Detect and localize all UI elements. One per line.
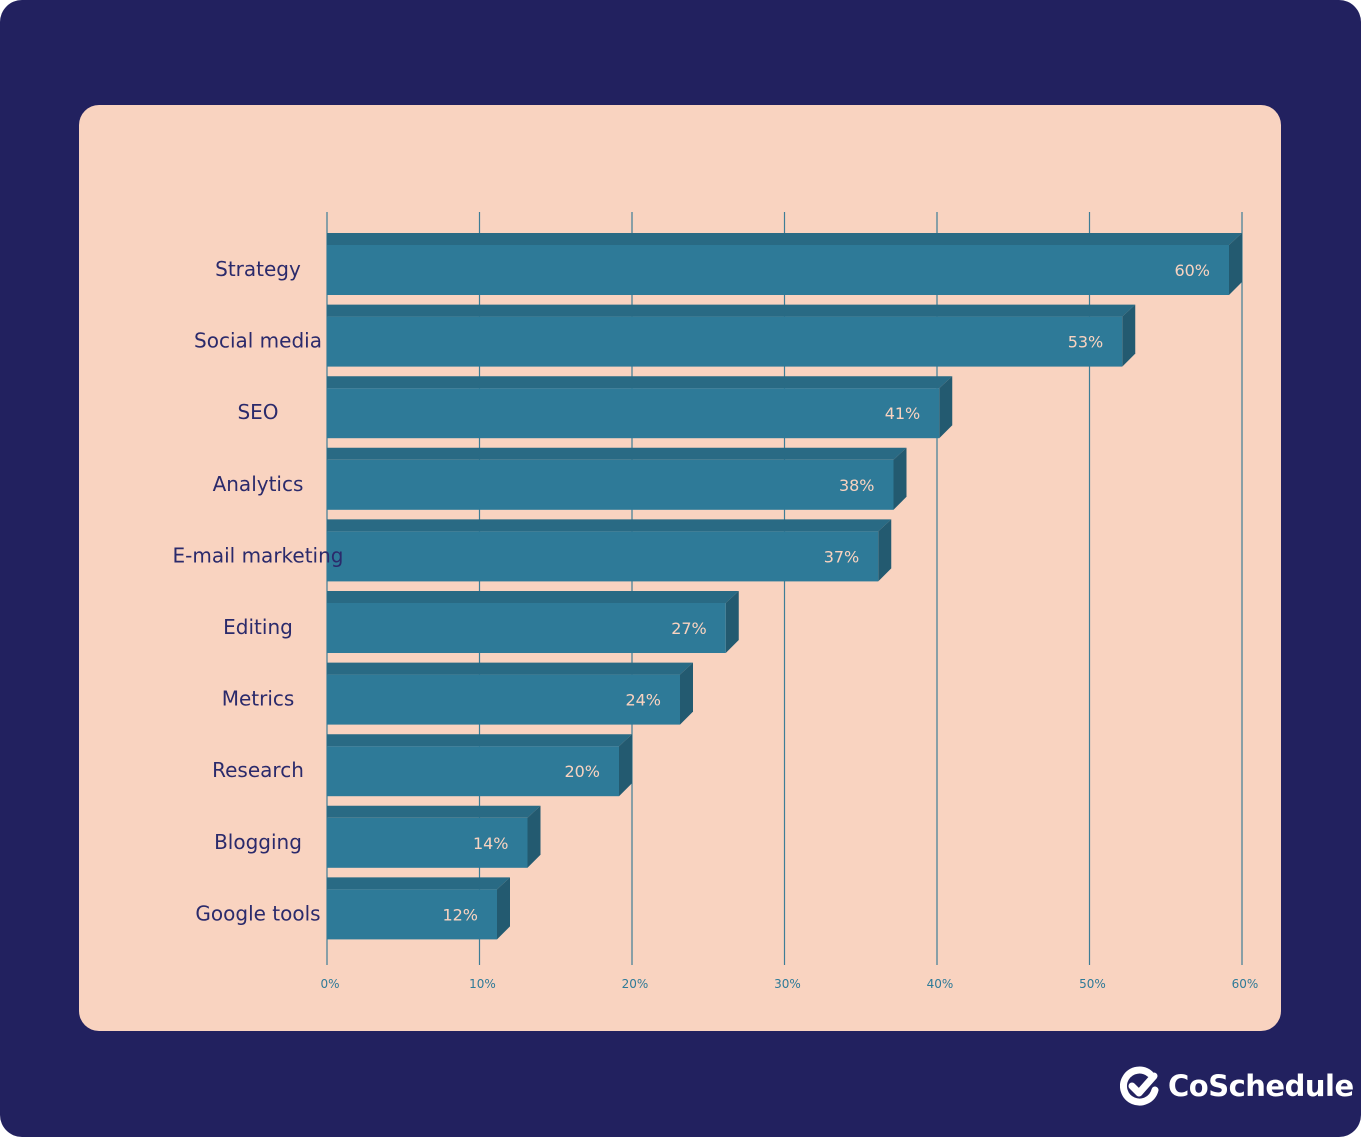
data-label: 41% [885,404,921,423]
bar-top [327,877,510,890]
bar-side [619,734,632,797]
bar [327,817,528,868]
category-label: Metrics [222,687,295,711]
x-tick-label: 50% [1079,977,1106,991]
data-label: 20% [564,762,600,781]
data-label: 12% [442,905,478,924]
bar-top [327,662,693,675]
bar-top [327,591,739,603]
bar-side [1122,304,1136,367]
bar-side [497,877,510,940]
bar [327,746,619,797]
bar-top [327,304,1136,317]
brand-name: CoSchedule [1168,1069,1354,1103]
x-tick-label: 60% [1232,977,1259,991]
bar-side [680,662,693,725]
check-circle-logo-icon [1120,1066,1159,1106]
bar-side [1229,233,1242,295]
category-label: Research [212,758,304,782]
data-label: 53% [1068,333,1104,352]
data-label: 60% [1174,261,1210,280]
category-label: Google tools [195,901,320,925]
bar-side [725,591,739,653]
data-label: 27% [671,619,707,638]
data-label: 14% [473,834,509,853]
bar [327,889,497,940]
x-tick-label: 40% [927,977,954,991]
bar [327,388,940,439]
bar-side [939,376,953,439]
x-tick-label: 0% [320,977,339,991]
category-label: E-mail marketing [173,543,344,567]
bar [327,603,726,653]
data-label: 37% [824,547,860,566]
category-label: SEO [237,400,278,424]
category-label: Strategy [215,257,301,281]
data-label: 24% [625,691,661,710]
x-tick-label: 20% [622,977,649,991]
data-label: 38% [839,476,875,495]
bar-top [327,376,953,389]
bar-side [527,805,541,868]
bar-top [327,447,907,460]
category-label: Analytics [213,472,304,496]
category-label: Social media [194,329,322,353]
x-tick-label: 10% [469,977,496,991]
bar-top [327,233,1242,245]
coschedule-logo: CoSchedule [1120,1066,1354,1106]
bar-top [327,519,892,532]
bar-top [327,734,632,747]
bar-side [878,519,892,582]
category-label: Blogging [214,830,302,854]
x-tick-label: 30% [774,977,801,991]
category-label: Editing [223,615,293,639]
bar [327,674,680,725]
bar [327,531,879,582]
bar [327,459,894,510]
bar-top [327,805,541,818]
bar [327,316,1123,367]
bar-side [893,447,907,510]
bar [327,245,1229,295]
